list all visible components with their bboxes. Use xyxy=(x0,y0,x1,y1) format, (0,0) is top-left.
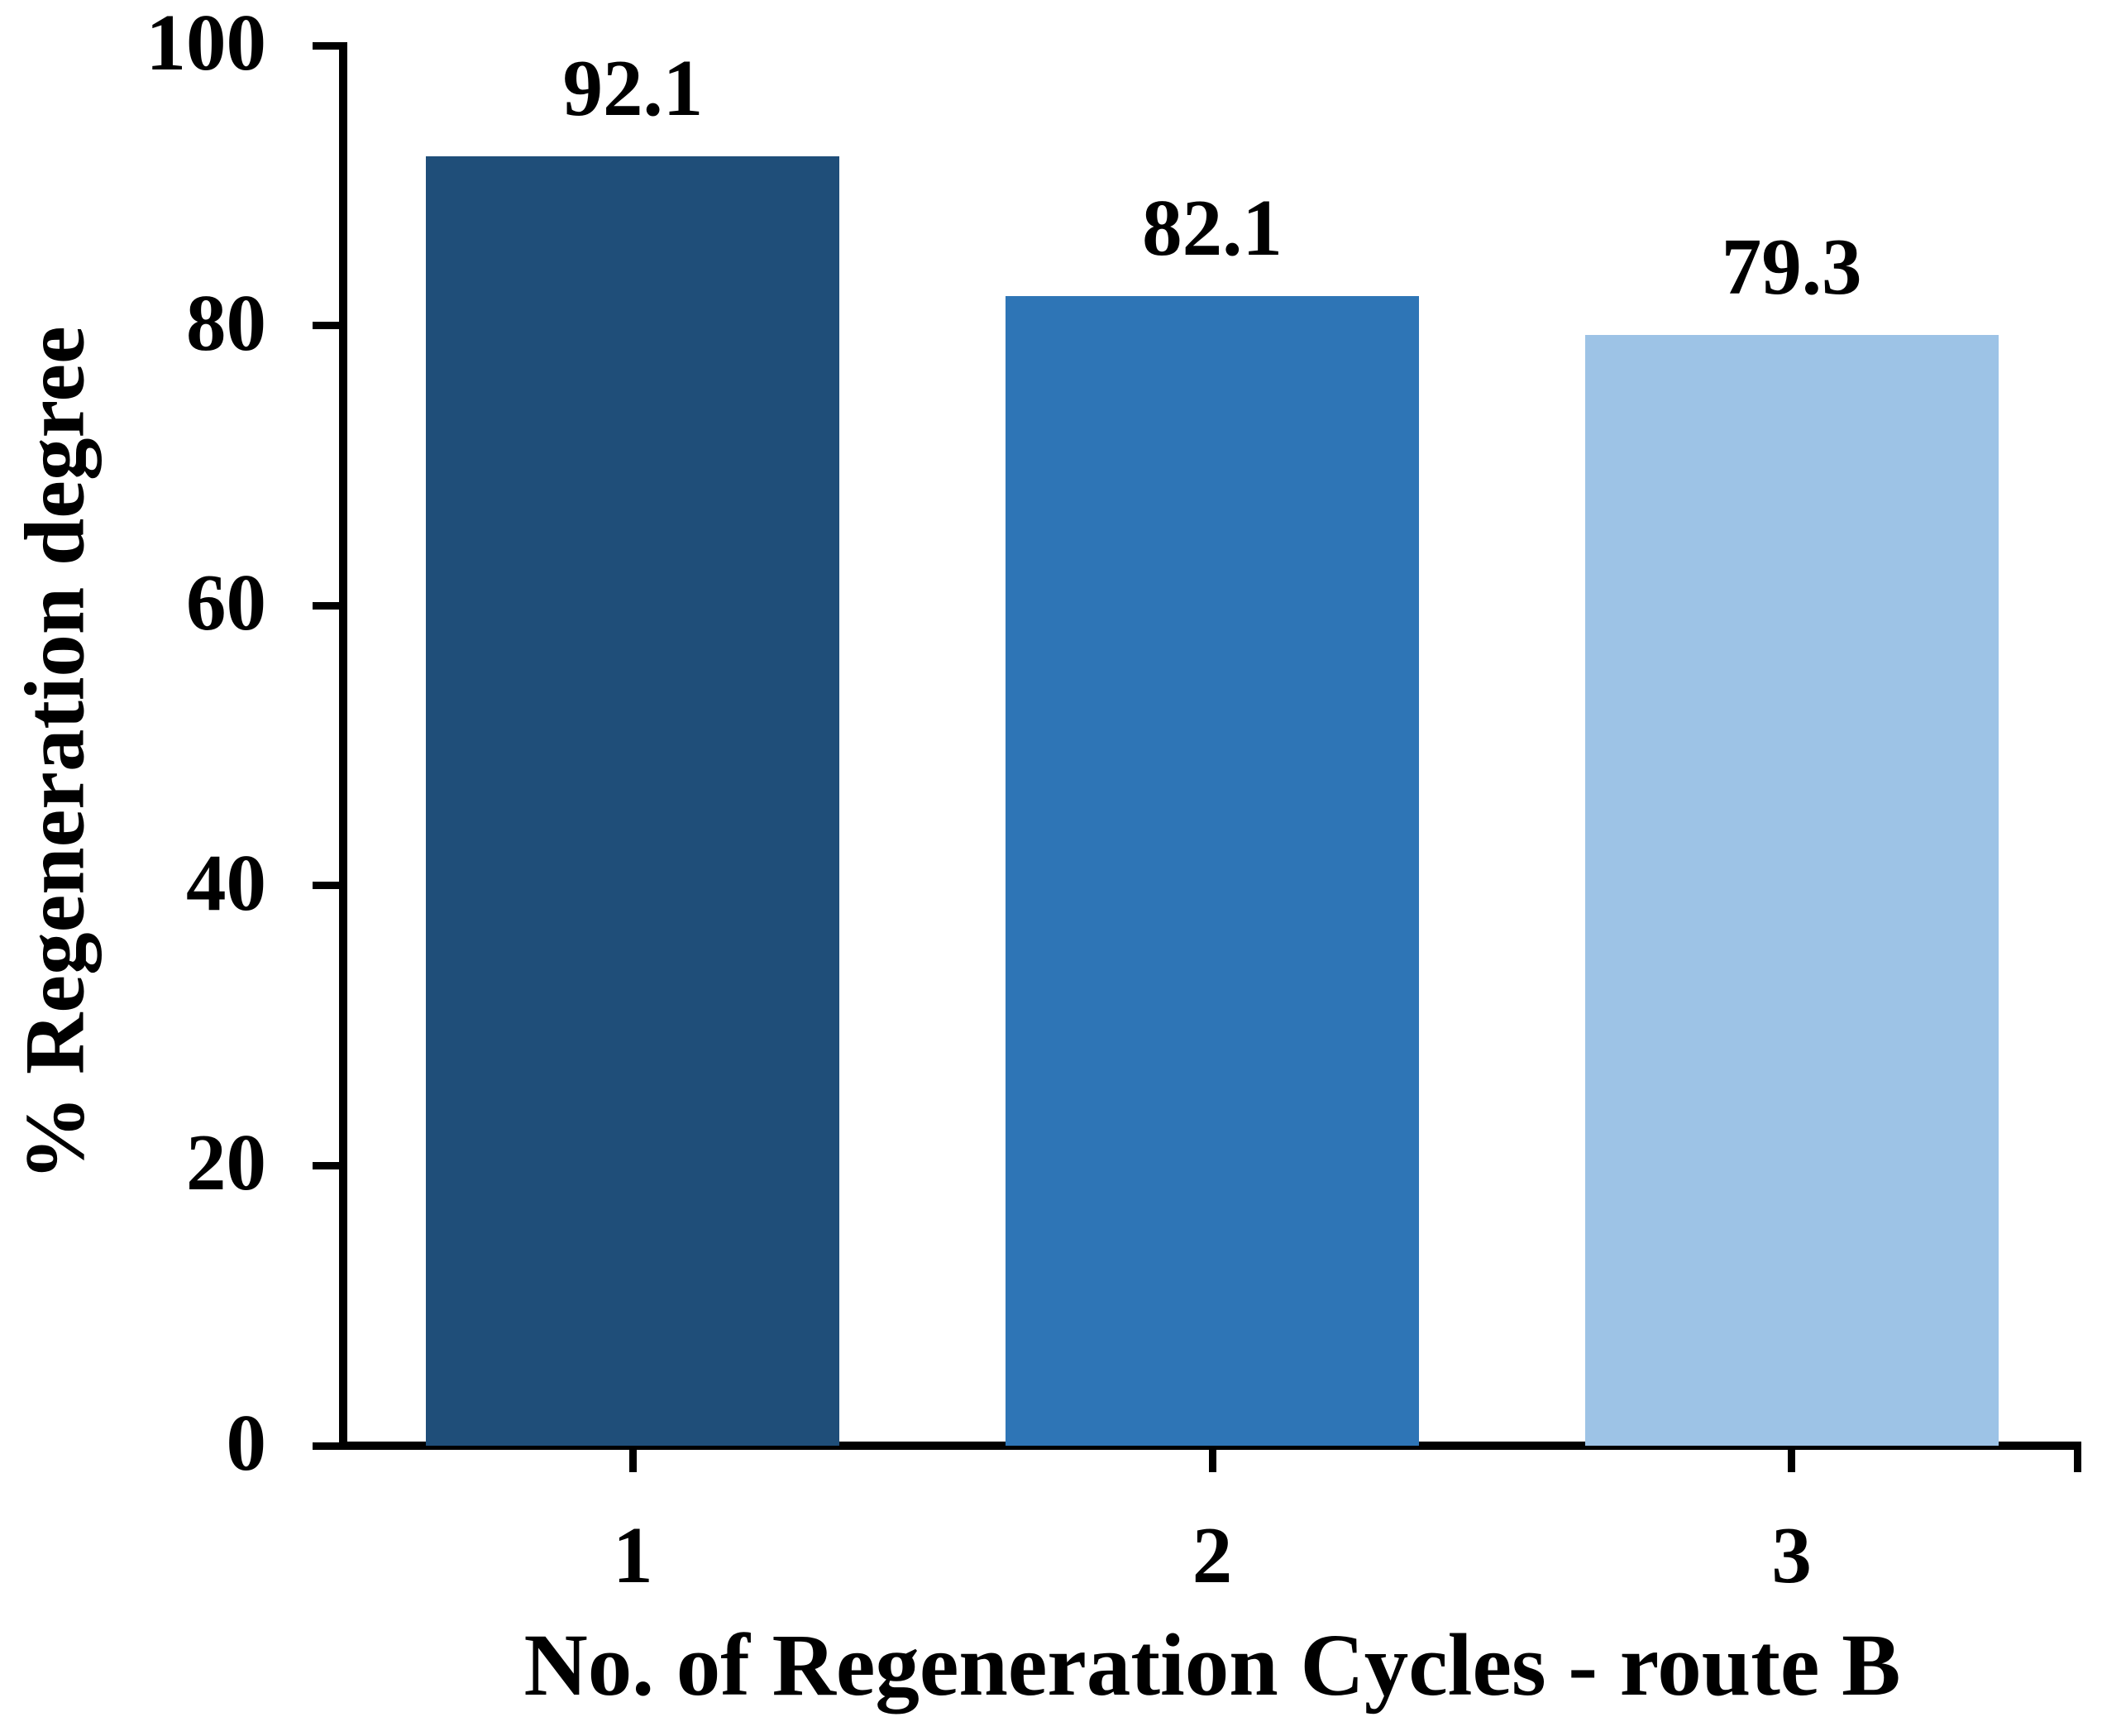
x-axis-end-tick xyxy=(2074,1450,2081,1472)
bar-value-label: 92.1 xyxy=(562,43,704,132)
y-tick-label: 0 xyxy=(226,1399,267,1487)
y-axis-line xyxy=(339,41,347,1450)
x-tick-label: 3 xyxy=(1771,1511,1812,1600)
bar xyxy=(426,155,840,1446)
bar-value-label: 79.3 xyxy=(1721,222,1862,312)
y-tick xyxy=(313,1442,339,1450)
x-tick xyxy=(628,1450,637,1472)
y-tick-label: 60 xyxy=(186,558,266,648)
x-axis-line xyxy=(339,1442,2081,1450)
x-tick-label: 1 xyxy=(613,1511,653,1600)
y-tick xyxy=(313,882,339,890)
y-tick xyxy=(313,41,339,50)
bar xyxy=(1584,335,1999,1446)
x-tick xyxy=(1208,1450,1216,1472)
x-axis-title: No. of Regeneration Cycles - route B xyxy=(523,1617,1901,1714)
y-tick xyxy=(313,601,339,610)
y-tick xyxy=(313,322,339,330)
bar xyxy=(1006,296,1419,1446)
bar-value-label: 82.1 xyxy=(1142,184,1283,273)
y-tick-label: 40 xyxy=(186,838,266,927)
x-tick xyxy=(1788,1450,1796,1472)
x-tick-label: 2 xyxy=(1192,1511,1233,1600)
y-tick-label: 100 xyxy=(146,0,267,87)
y-tick-label: 20 xyxy=(186,1118,266,1208)
y-tick-label: 80 xyxy=(186,278,266,367)
y-tick xyxy=(313,1161,339,1169)
